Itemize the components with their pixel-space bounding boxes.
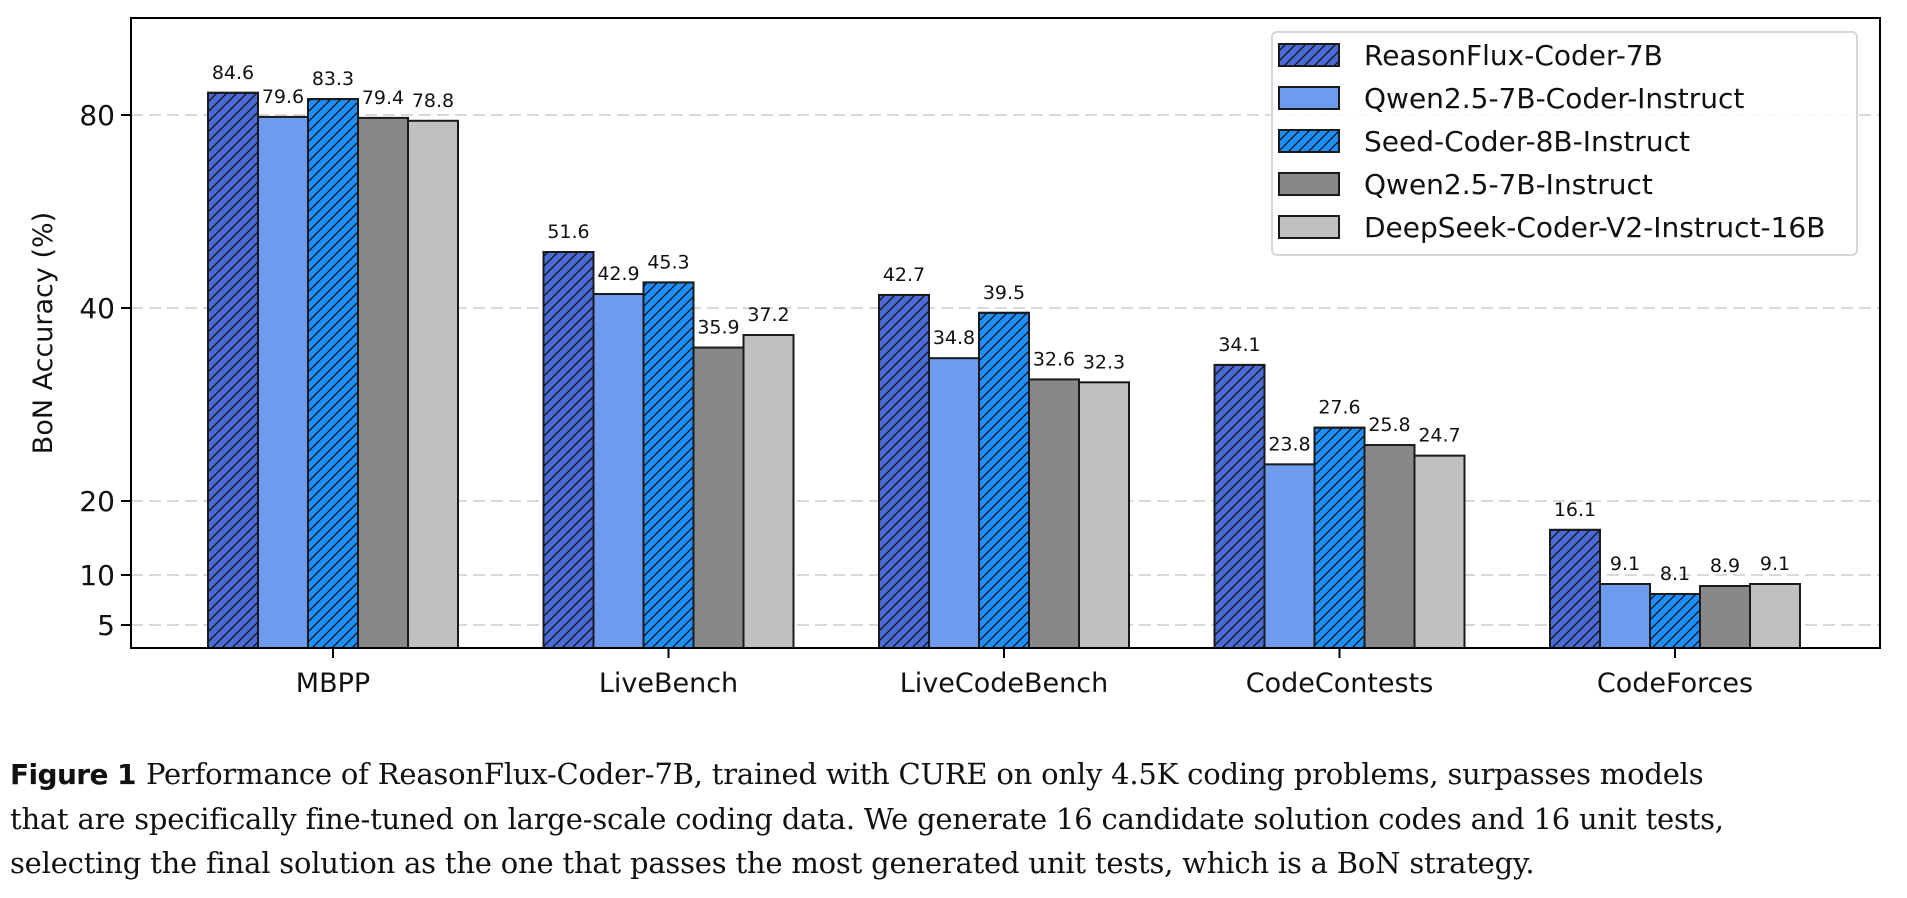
legend-label: DeepSeek-Coder-V2-Instruct-16B [1364,211,1825,244]
caption-line-1: Figure 1 Performance of ReasonFlux-Coder-… [10,752,1900,797]
y-tick-label: 10 [79,559,115,592]
caption-line-2: that are specifically fine-tuned on larg… [10,802,1724,836]
bar-livebench-2 [592,293,645,649]
bar-hatch [1649,593,1701,649]
y-tick-label: 40 [79,292,115,325]
bar-chart: 84.6 79.6 83.3 79.4 78.8 51.6 42.9 45.3 35.9 37.2… [28,17,1881,699]
bar-codeforces-5 [1749,583,1801,649]
legend-swatch [1278,86,1340,110]
plot-frame [130,17,1881,649]
bar-codeforces-4 [1699,585,1751,649]
bar-value-label: 32.3 [1083,351,1125,373]
bar-hatch [878,293,930,649]
bar-livebench-5 [742,334,795,649]
bar-value-label: 83.3 [312,68,354,90]
bar-mbpp-5 [407,119,459,650]
bar-value-label: 51.6 [547,221,589,243]
bar-value-label: 34.1 [1218,334,1260,356]
bar-value-label: 39.5 [983,282,1025,304]
y-axis: 5 10 20 40 80 [79,99,131,642]
legend-swatch [1278,172,1340,196]
bar-value-label: 42.9 [597,263,639,285]
bar-hatch [1313,426,1366,649]
bar-value-labels: 84.6 79.6 83.3 79.4 78.8 51.6 42.9 45.3 35.9 37.2… [212,62,1790,585]
y-tick-label: 20 [79,485,115,518]
y-tick-label: 80 [79,99,115,132]
legend-label: Seed-Coder-8B-Instruct [1364,125,1690,158]
bar-hatch [978,311,1030,649]
bar-hatch [207,91,259,650]
bar-value-label: 8.9 [1710,555,1740,577]
bar-hatch [307,98,359,649]
bar-value-label: 37.2 [747,304,789,326]
bar-livecodebench-5 [1078,381,1130,649]
bar-value-label: 35.9 [697,317,739,339]
legend-swatch [1278,215,1340,239]
caption-text-1: Performance of ReasonFlux-Coder-7B, trai… [145,757,1704,791]
legend-label: Qwen2.5-7B-Instruct [1364,168,1653,201]
bar-value-label: 9.1 [1760,553,1790,575]
bar-codeforces-2 [1599,583,1651,649]
x-tick-label: LiveBench [599,668,738,699]
x-tick-label: CodeForces [1597,668,1753,699]
bar-livecodebench-4 [1028,378,1080,649]
bar-value-label: 27.6 [1318,397,1360,419]
bar-value-label: 45.3 [647,251,689,273]
x-tick-label: MBPP [296,668,370,699]
caption-line-3: selecting the final solution as the one … [10,846,1535,880]
bar-livebench-4 [692,346,745,649]
bars [207,91,1801,650]
bar-codecontests-4 [1363,444,1416,649]
figure-caption: Figure 1 Performance of ReasonFlux-Coder-… [10,752,1900,885]
bar-mbpp-4 [357,116,409,649]
x-axis: MBPP LiveBench LiveCodeBench CodeContests Co… [296,648,1753,699]
x-tick-label: LiveCodeBench [900,668,1108,699]
y-axis-title: BoN Accuracy (%) [28,212,59,454]
legend-label: Qwen2.5-7B-Coder-Instruct [1364,82,1744,115]
bar-value-label: 34.8 [933,327,975,349]
bar-value-label: 24.7 [1418,425,1460,447]
bar-value-label: 16.1 [1554,499,1596,521]
legend-swatch-hatch [1278,43,1340,67]
bar-value-label: 79.6 [262,86,304,108]
bar-codecontests-5 [1413,454,1466,649]
bar-value-label: 42.7 [883,264,925,286]
bar-hatch [642,281,695,649]
bar-value-label: 9.1 [1610,553,1640,575]
bar-hatch [1213,363,1266,649]
bar-value-label: 8.1 [1660,563,1690,585]
bar-mbpp-2 [257,115,309,650]
bar-value-label: 79.4 [362,87,404,109]
bar-hatch [1549,528,1601,649]
legend: ReasonFlux-Coder-7B Qwen2.5-7B-Coder-Inst… [1271,31,1858,256]
bar-codecontests-2 [1263,463,1316,649]
bar-value-label: 25.8 [1368,414,1410,436]
legend-box [1271,31,1858,256]
y-tick-label: 5 [97,609,115,642]
bar-value-label: 84.6 [212,62,254,84]
bar-livecodebench-2 [928,357,980,649]
legend-label: ReasonFlux-Coder-7B [1364,39,1663,72]
figure-label: Figure 1 [10,758,137,791]
bar-value-label: 23.8 [1268,433,1310,455]
bar-hatch [542,251,595,649]
bar-value-label: 78.8 [412,90,454,112]
legend-swatch-hatch [1278,129,1340,153]
x-tick-label: CodeContests [1246,668,1434,699]
bar-value-label: 32.6 [1033,348,1075,370]
